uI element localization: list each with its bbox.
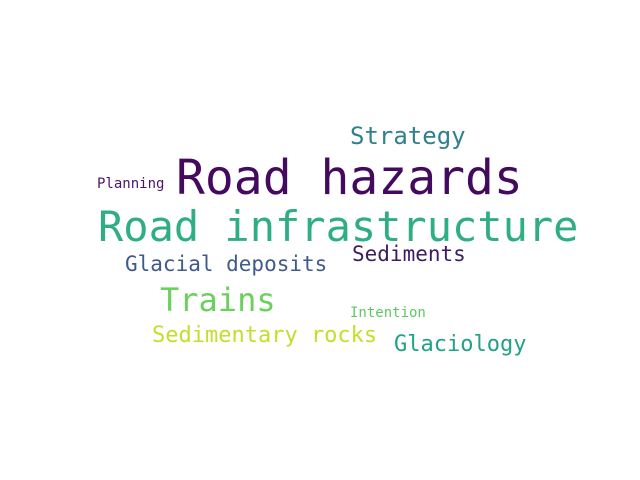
word-sediments: Sediments: [352, 242, 466, 266]
word-strategy: Strategy: [350, 122, 466, 150]
word-glacial-deposits: Glacial deposits: [125, 252, 328, 276]
word-road-hazards: Road hazards: [176, 150, 523, 206]
word-road-infrastructure: Road infrastructure: [98, 202, 579, 251]
word-planning: Planning: [97, 176, 165, 192]
word-glaciology: Glaciology: [394, 332, 527, 357]
word-trains: Trains: [160, 281, 276, 319]
word-intention: Intention: [350, 305, 426, 321]
word-sedimentary-rocks: Sedimentary rocks: [152, 323, 378, 348]
